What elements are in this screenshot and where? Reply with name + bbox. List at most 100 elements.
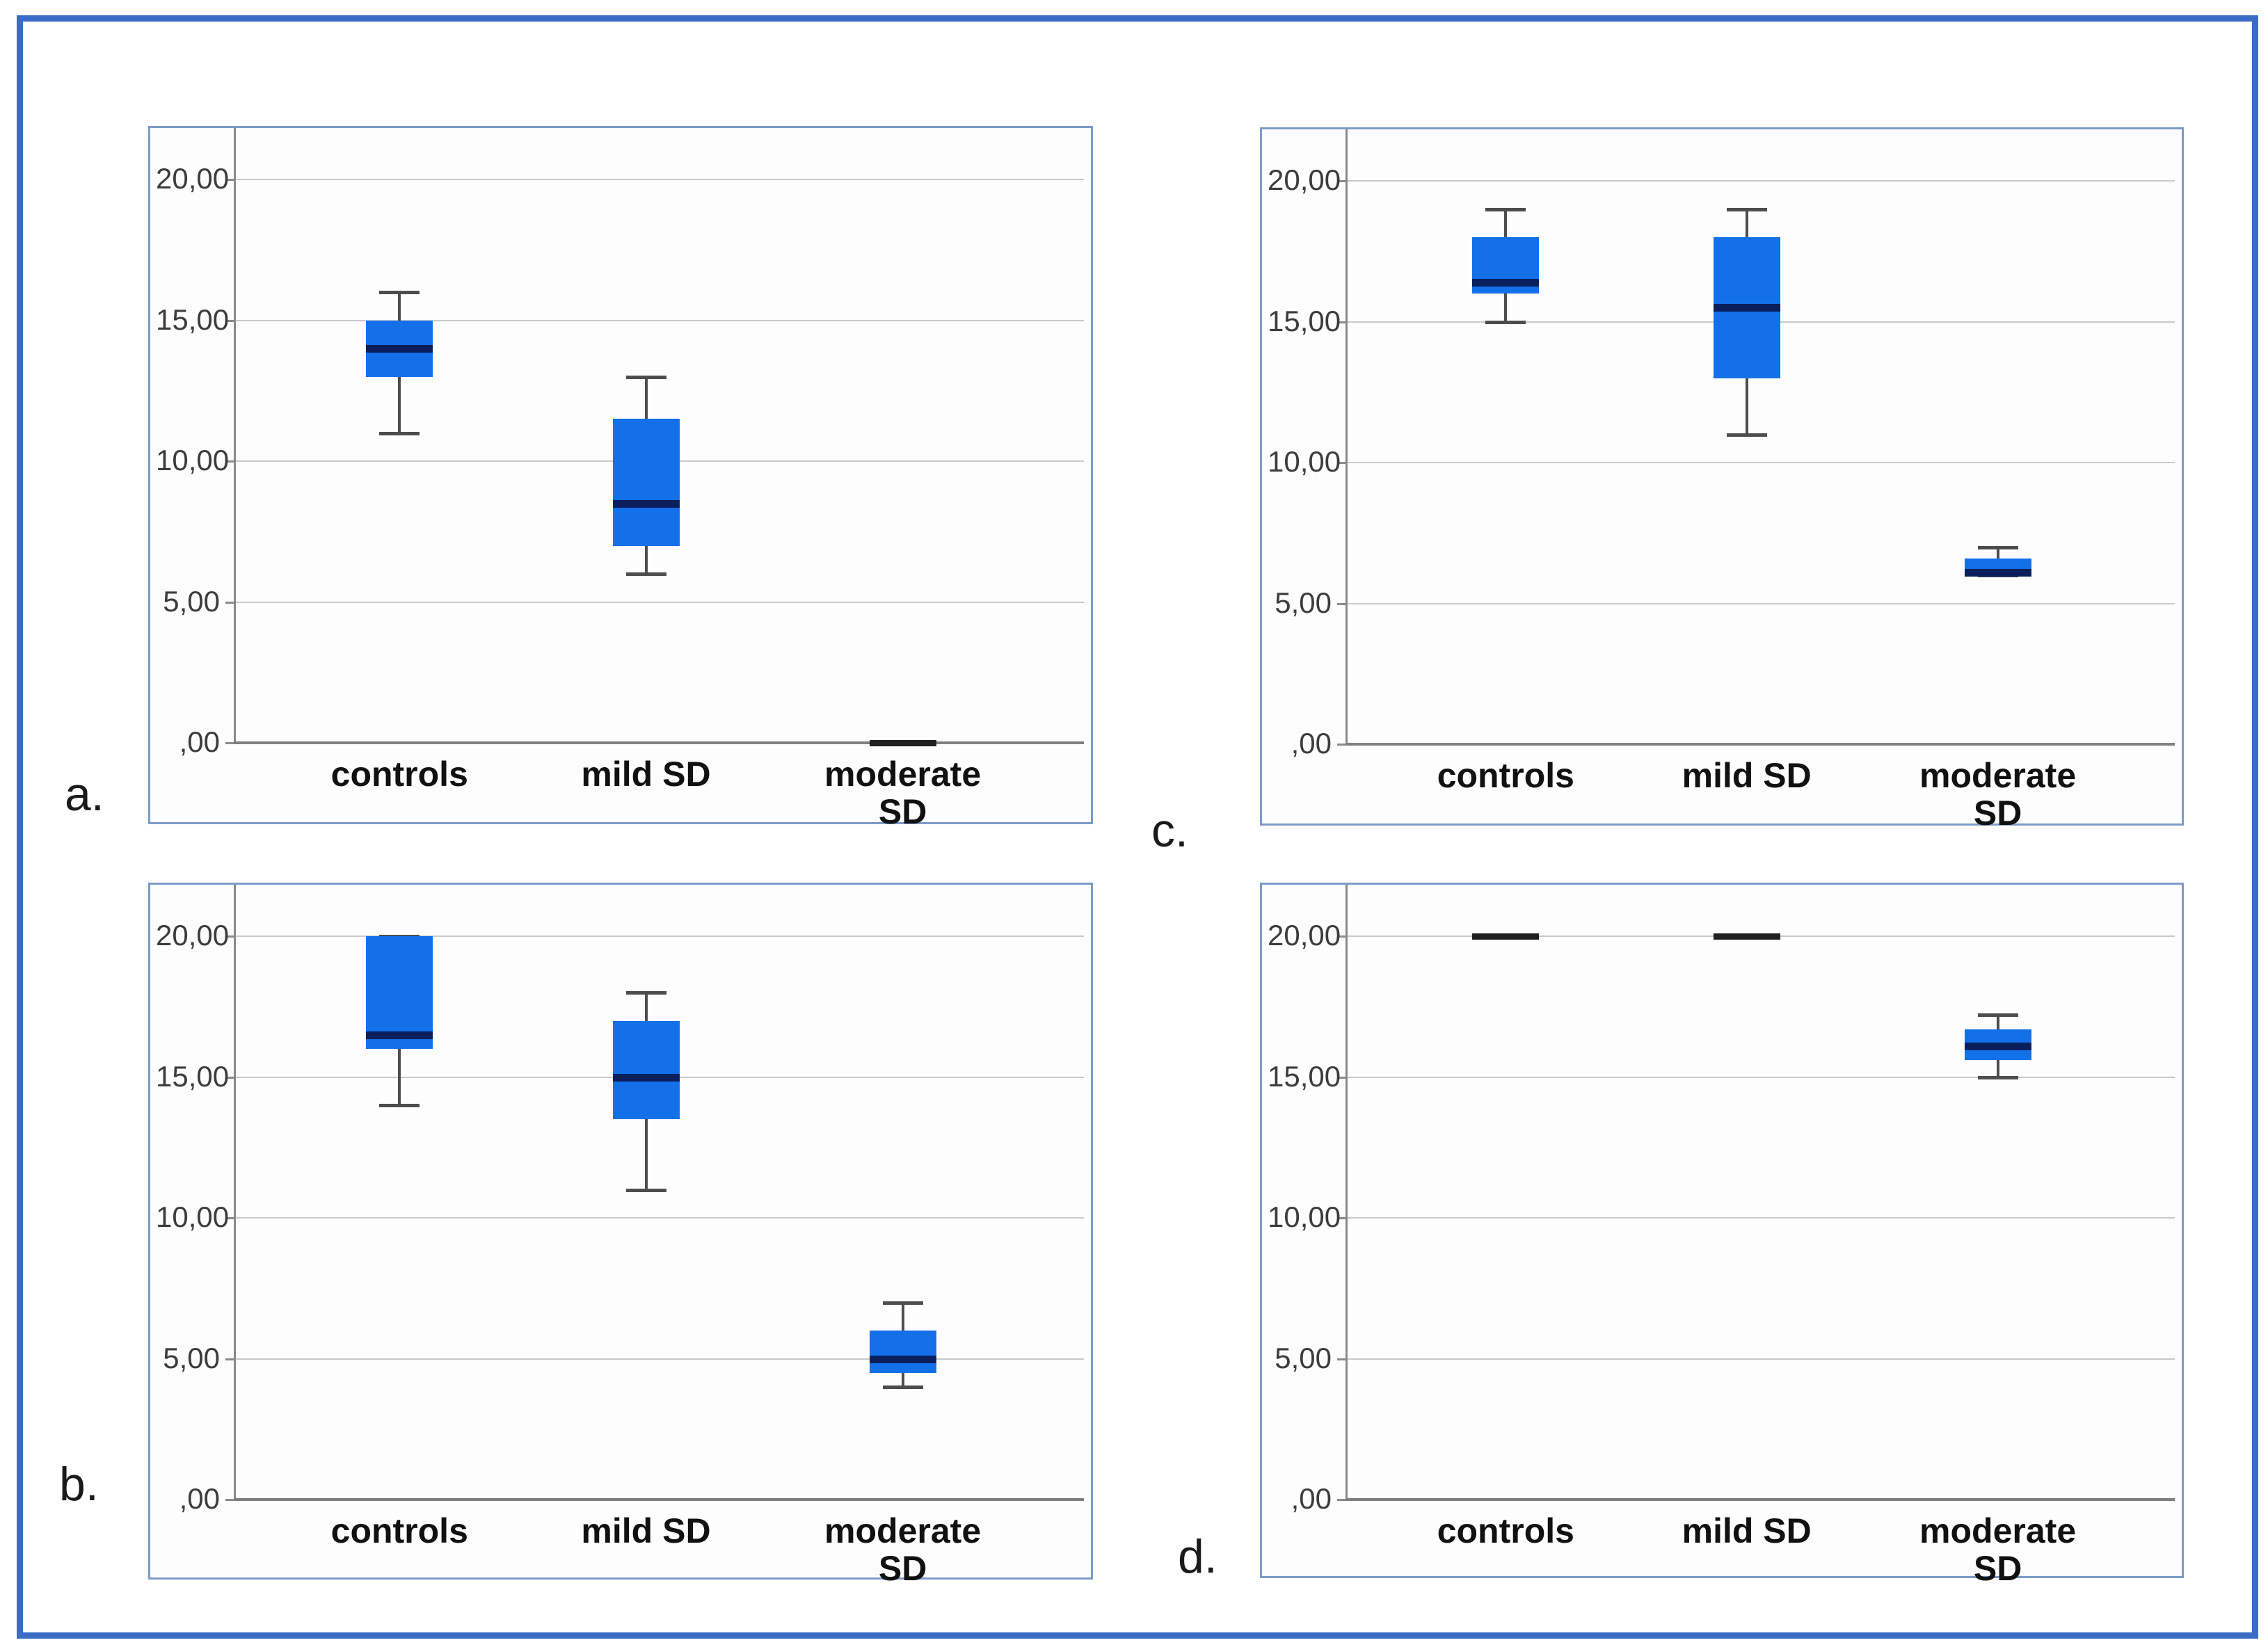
y-tick-10	[225, 460, 234, 463]
degenerate-box-median	[1713, 933, 1780, 940]
y-tick-0	[1337, 744, 1345, 746]
whisker-cap-min	[625, 1188, 666, 1192]
gridline-5	[1345, 1358, 2175, 1360]
y-tick-0	[225, 742, 234, 744]
y-tick-20	[1337, 180, 1345, 182]
y-axis-line	[1345, 129, 1348, 744]
y-tick-10	[1337, 462, 1345, 464]
gridline-20	[234, 935, 1084, 937]
x-category-label: controls	[330, 755, 468, 794]
boxplot-panel-b: 20,00 15,00 10,00 5,00 ,00 controls mild SD mod…	[148, 883, 1093, 1587]
y-tick-label: 10,00	[1268, 1200, 1341, 1233]
gridline-20	[234, 179, 1084, 180]
y-tick-10	[1337, 1217, 1345, 1219]
x-axis-line	[1345, 1498, 2175, 1501]
y-tick-label: 20,00	[156, 162, 230, 195]
boxplot-panel-d: 20,00 15,00 10,00 5,00 ,00 controls mild SD mod…	[1260, 883, 2184, 1587]
y-tick-label: ,00	[179, 1482, 220, 1515]
x-category-label: controls	[330, 1511, 468, 1550]
y-tick-label: 10,00	[156, 1200, 230, 1233]
iqr-box	[612, 419, 680, 546]
whisker-cap-min	[625, 572, 666, 576]
whisker-cap-max	[625, 991, 666, 995]
y-tick-label: ,00	[1291, 1482, 1332, 1515]
y-tick-label: 5,00	[163, 584, 220, 618]
y-axis-line	[234, 128, 236, 743]
gridline-10	[234, 1217, 1084, 1219]
x-category-label: controls	[1437, 1511, 1574, 1550]
x-category-label: mild SD	[1682, 1511, 1812, 1550]
y-tick-label: 15,00	[1268, 304, 1341, 337]
x-category-label: moderate SD	[824, 1511, 982, 1588]
boxplot-panel-c: 20,00 15,00 10,00 5,00 ,00 controls mild SD mod…	[1260, 127, 2184, 832]
whisker-cap-min	[1726, 433, 1767, 437]
whisker-cap-max	[1977, 1013, 2018, 1018]
whisker-cap-max	[882, 1301, 923, 1305]
y-tick-label: ,00	[1291, 727, 1332, 760]
y-tick-5	[1337, 1358, 1345, 1360]
whisker-cap-min	[379, 431, 420, 435]
median-line	[366, 1031, 433, 1039]
whisker-cap-min	[1977, 1075, 2018, 1079]
y-tick-label: 15,00	[156, 1059, 230, 1093]
y-tick-15	[1337, 1076, 1345, 1079]
whisker-cap-min	[882, 1385, 923, 1389]
x-category-label: moderate SD	[1919, 1511, 2077, 1588]
panel-letter-c: c.	[1151, 804, 1188, 857]
gridline-5	[234, 1358, 1084, 1360]
whisker-cap-max	[625, 375, 666, 379]
y-tick-20	[225, 179, 234, 181]
x-category-label: mild SD	[1682, 756, 1812, 795]
gridline-5	[234, 601, 1084, 603]
median-line	[612, 499, 680, 508]
x-category-label: controls	[1437, 756, 1574, 795]
x-axis-line	[234, 1498, 1084, 1501]
whisker-cap-max	[1485, 207, 1526, 211]
y-tick-15	[1337, 321, 1345, 323]
y-axis-line	[1345, 885, 1348, 1500]
gridline-20	[1345, 180, 2175, 182]
gridline-15	[234, 319, 1084, 321]
x-category-label: moderate SD	[824, 755, 982, 831]
iqr-box	[869, 1331, 936, 1373]
panel-letter-d: d.	[1178, 1530, 1217, 1583]
y-tick-0	[225, 1499, 234, 1501]
median-line	[1964, 1042, 2031, 1050]
whisker-cap-max	[1726, 207, 1767, 211]
x-axis-line	[1345, 743, 2175, 746]
whisker-cap-min	[379, 1104, 420, 1107]
y-tick-5	[225, 601, 234, 604]
panel-letter-b: b.	[59, 1458, 99, 1511]
y-tick-label: 20,00	[1268, 919, 1341, 951]
y-tick-label: 5,00	[1275, 586, 1332, 619]
iqr-box	[366, 936, 433, 1049]
y-tick-label: 20,00	[1268, 163, 1341, 196]
median-line	[1713, 304, 1780, 312]
x-category-label: mild SD	[581, 1511, 711, 1550]
gridline-10	[1345, 462, 2175, 463]
median-line	[869, 1355, 936, 1363]
y-tick-label: 15,00	[156, 303, 230, 336]
boxplot-panel-a: 20,00 15,00 10,00 5,00 ,00 controls mild SD mod…	[148, 126, 1093, 830]
y-tick-label: 10,00	[156, 444, 230, 476]
gridline-10	[1345, 1217, 2175, 1219]
whisker-cap-max	[1977, 545, 2018, 549]
whisker-cap-max	[379, 291, 420, 294]
whisker-cap-min	[1485, 320, 1526, 324]
y-tick-20	[225, 935, 234, 938]
y-tick-5	[1337, 602, 1345, 605]
y-tick-label: 20,00	[156, 919, 230, 951]
y-tick-10	[225, 1217, 234, 1219]
x-category-label: moderate SD	[1919, 756, 2077, 833]
y-tick-label: ,00	[179, 725, 220, 758]
median-line	[1472, 278, 1540, 287]
y-tick-label: 15,00	[1268, 1059, 1341, 1093]
median-line	[612, 1073, 680, 1082]
y-tick-label: 5,00	[163, 1341, 220, 1374]
y-tick-15	[225, 1076, 234, 1079]
y-tick-15	[225, 319, 234, 322]
y-tick-20	[1337, 935, 1345, 938]
x-axis-line	[234, 741, 1084, 744]
y-tick-label: 5,00	[1275, 1341, 1332, 1374]
iqr-box	[612, 1020, 680, 1120]
